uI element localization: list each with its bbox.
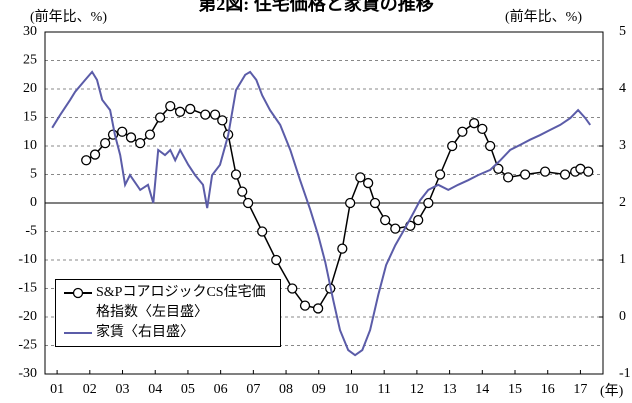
x-tick-label: 15: [508, 382, 522, 397]
y2-tick-label: 3: [619, 138, 626, 153]
data-point: [363, 177, 374, 189]
data-point: [502, 172, 514, 183]
x-tick-label: 08: [279, 382, 293, 397]
legend-label: S&PコアロジックCS住宅価格指数〈左目盛〉: [96, 285, 266, 320]
y2-tick-label: 4: [619, 81, 626, 96]
y-tick-label: -20: [18, 309, 37, 324]
y-tick-label: -10: [18, 252, 37, 267]
data-point: [117, 126, 128, 137]
legend-marker: [72, 287, 84, 299]
legend-symbol: [64, 332, 92, 334]
data-point: [423, 197, 434, 209]
data-point: [144, 129, 156, 140]
data-point: [477, 123, 488, 135]
legend-label: 家賃〈右目盛〉: [96, 325, 194, 340]
data-point: [100, 137, 111, 149]
data-point: [413, 214, 424, 226]
legend-entry: S&PコアロジックCS住宅価格指数〈左目盛〉: [62, 283, 274, 323]
y-tick-label: -30: [18, 366, 37, 381]
data-point: [242, 197, 254, 209]
x-tick-label: 05: [181, 382, 195, 397]
data-point: [434, 169, 446, 180]
data-point: [154, 112, 166, 123]
data-point: [493, 163, 504, 174]
x-tick-label: 16: [541, 382, 555, 397]
x-tick-label: 04: [148, 382, 162, 397]
y2-tick-label: 5: [619, 24, 626, 39]
x-tick-label: 14: [475, 382, 489, 397]
data-point: [135, 137, 146, 149]
legend-symbol: [64, 287, 92, 299]
data-point: [539, 166, 551, 177]
y-tick-label: 25: [23, 53, 37, 68]
data-point: [380, 214, 391, 226]
y-tick-label: 0: [30, 195, 37, 210]
x-tick-label: 09: [312, 382, 326, 397]
y-tick-label: 30: [23, 24, 37, 39]
y-tick-label: 10: [23, 138, 37, 153]
data-point: [237, 186, 248, 197]
data-point: [81, 155, 92, 166]
data-point: [390, 223, 401, 234]
data-point: [312, 303, 324, 314]
y2-tick-label: 0: [619, 309, 626, 324]
y-tick-label: -15: [18, 281, 37, 296]
data-point: [230, 169, 242, 180]
data-point: [209, 109, 221, 120]
x-tick-label: 07: [246, 382, 260, 397]
x-tick-label: 01: [50, 382, 64, 397]
x-tick-label: 11: [377, 382, 390, 397]
y-axis-label: (前年比、%): [30, 8, 107, 25]
data-point: [468, 118, 480, 129]
data-point: [200, 109, 211, 120]
data-point: [583, 166, 594, 177]
data-point: [271, 254, 282, 266]
legend: S&PコアロジックCS住宅価格指数〈左目盛〉家賃〈右目盛〉: [55, 279, 281, 347]
data-point: [174, 106, 186, 117]
data-point: [520, 169, 531, 180]
data-point: [217, 115, 228, 126]
x-tick-label: 17: [573, 382, 587, 397]
y-tick-label: -25: [18, 338, 37, 353]
data-point: [447, 140, 458, 152]
data-point: [299, 300, 311, 311]
data-point: [355, 172, 366, 183]
data-point: [457, 126, 468, 137]
x-tick-label: 12: [410, 382, 424, 397]
y-tick-label: 5: [30, 167, 37, 182]
plot-frame: [44, 31, 604, 375]
data-point: [185, 103, 196, 115]
data-point: [369, 197, 381, 209]
data-point: [165, 100, 176, 112]
x-tick-label: 02: [83, 382, 97, 397]
data-point: [287, 283, 298, 294]
data-point: [345, 197, 356, 209]
x-tick-label: 10: [344, 382, 358, 397]
data-point: [125, 132, 137, 143]
y2-tick-label: -1: [619, 366, 631, 381]
data-point: [337, 243, 348, 254]
x-tick-label: 03: [116, 382, 130, 397]
series-line: [51, 70, 592, 357]
y2-tick-label: 1: [619, 252, 626, 267]
legend-entry: 家賃〈右目盛〉: [62, 323, 274, 343]
data-point: [559, 169, 571, 180]
data-point: [89, 149, 101, 160]
data-point: [485, 140, 496, 152]
y-tick-label: 15: [23, 110, 37, 125]
x-tick-label: 06: [214, 382, 228, 397]
chart-title: 第2図: 住宅価格と家賃の推移: [198, 0, 434, 14]
data-point: [257, 226, 268, 237]
x-tick-label: 13: [443, 382, 457, 397]
y-tick-label: 20: [23, 81, 37, 96]
y2-tick-label: 2: [619, 195, 626, 210]
y2-axis-label: (前年比、%): [505, 8, 582, 25]
x-axis-label: (年): [600, 383, 624, 399]
y-tick-label: -5: [25, 224, 37, 239]
